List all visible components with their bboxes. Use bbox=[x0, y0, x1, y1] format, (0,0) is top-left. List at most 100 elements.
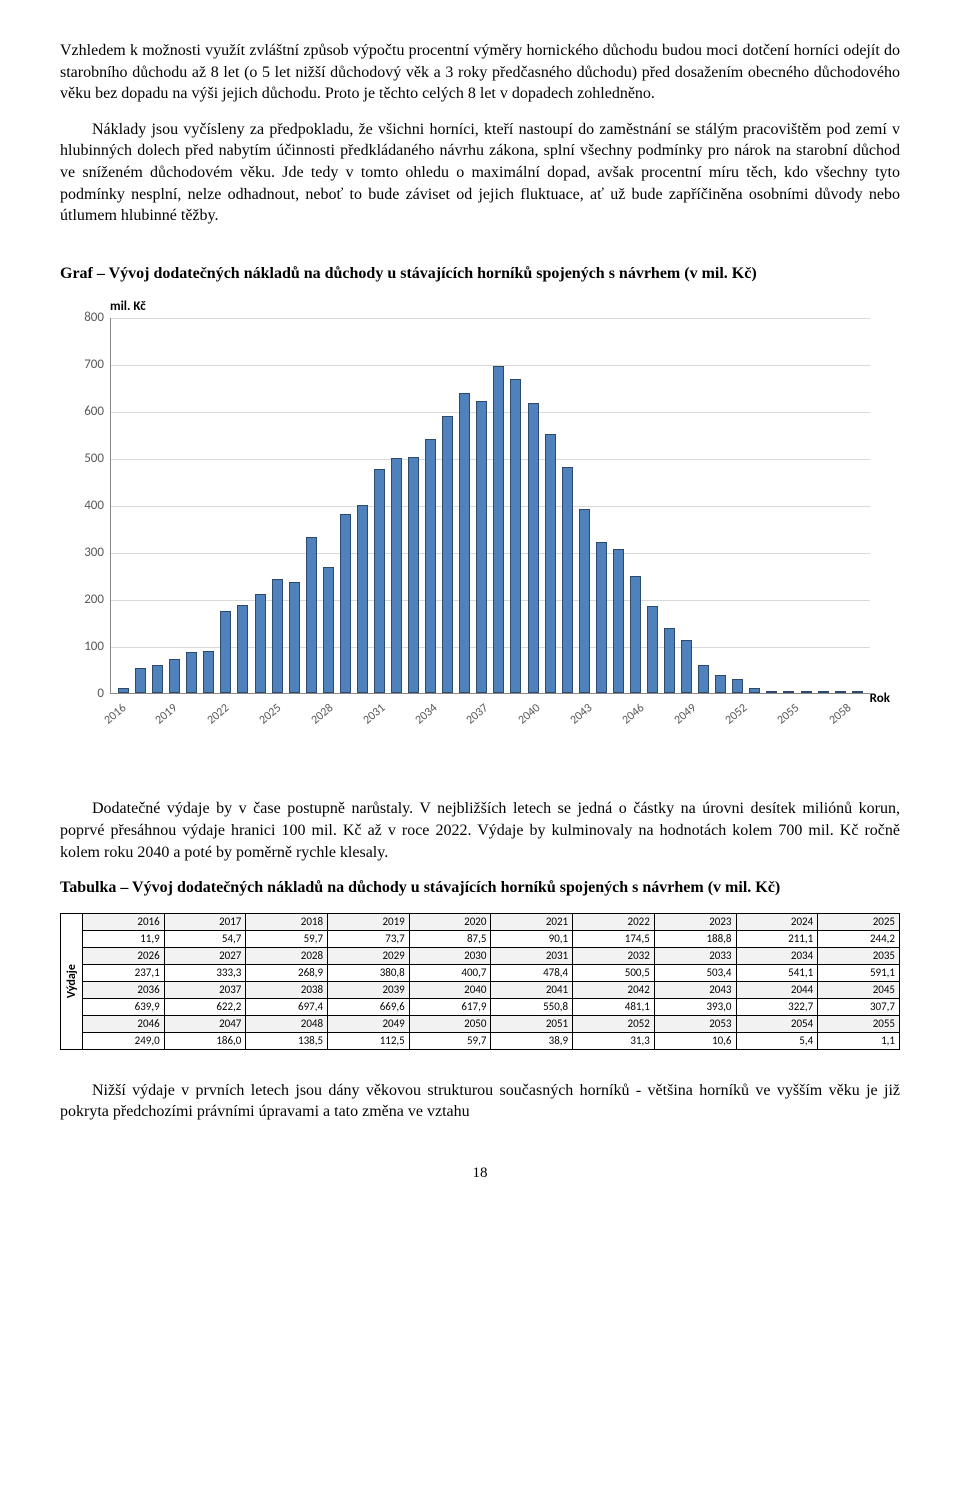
table-cell: 138,5 bbox=[246, 1032, 328, 1049]
chart-bar bbox=[596, 542, 607, 694]
table-cell: 2040 bbox=[409, 981, 491, 998]
chart-bar bbox=[272, 579, 283, 694]
table-cell: 697,4 bbox=[246, 998, 328, 1015]
table-cell: 112,5 bbox=[328, 1032, 410, 1049]
chart-x-tick: 2049 bbox=[671, 701, 700, 729]
chart-bar bbox=[818, 691, 829, 693]
table-cell: 2030 bbox=[409, 947, 491, 964]
chart-y-tick: 600 bbox=[60, 404, 104, 422]
chart-x-tick: 2043 bbox=[567, 701, 596, 729]
table-cell: 2046 bbox=[83, 1015, 165, 1032]
chart-bar bbox=[647, 606, 658, 693]
table-cell: 380,8 bbox=[328, 964, 410, 981]
table-cell: 2018 bbox=[246, 913, 328, 930]
chart-bar bbox=[664, 628, 675, 693]
chart-bar bbox=[852, 691, 863, 693]
table-cell: 503,4 bbox=[654, 964, 736, 981]
chart-bar bbox=[408, 457, 419, 694]
table-cell: 2048 bbox=[246, 1015, 328, 1032]
table-cell: 2017 bbox=[164, 913, 246, 930]
chart-x-tick: 2037 bbox=[463, 701, 492, 729]
table-side-label: Výdaje bbox=[60, 913, 82, 1050]
table-row: 2016201720182019202020212022202320242025 bbox=[83, 913, 900, 930]
table-cell: 2019 bbox=[328, 913, 410, 930]
table-cell: 73,7 bbox=[328, 930, 410, 947]
table-cell: 550,8 bbox=[491, 998, 573, 1015]
table-cell: 400,7 bbox=[409, 964, 491, 981]
table-cell: 2023 bbox=[654, 913, 736, 930]
table-cell: 2042 bbox=[573, 981, 655, 998]
chart-plot-area bbox=[110, 318, 870, 694]
table-cell: 59,7 bbox=[409, 1032, 491, 1049]
table-cell: 2033 bbox=[654, 947, 736, 964]
table-cell: 2036 bbox=[83, 981, 165, 998]
table-cell: 481,1 bbox=[573, 998, 655, 1015]
chart-x-axis-title: Rok bbox=[870, 690, 890, 708]
table-cell: 2037 bbox=[164, 981, 246, 998]
chart-bar bbox=[374, 469, 385, 694]
table-cell: 617,9 bbox=[409, 998, 491, 1015]
table-cell: 393,0 bbox=[654, 998, 736, 1015]
table-cell: 237,1 bbox=[83, 964, 165, 981]
chart-bar bbox=[528, 403, 539, 693]
table-cell: 11,9 bbox=[83, 930, 165, 947]
chart-bar bbox=[118, 688, 129, 694]
page-number: 18 bbox=[60, 1163, 900, 1183]
table-row: 2026202720282029203020312032203320342035 bbox=[83, 947, 900, 964]
chart-bar bbox=[562, 467, 573, 693]
table-cell: 2052 bbox=[573, 1015, 655, 1032]
table-cell: 2022 bbox=[573, 913, 655, 930]
chart-bar bbox=[152, 665, 163, 693]
chart-x-tick: 2019 bbox=[152, 701, 181, 729]
table-cell: 2021 bbox=[491, 913, 573, 930]
table-cell: 5,4 bbox=[736, 1032, 818, 1049]
table-cell: 2032 bbox=[573, 947, 655, 964]
chart-bar bbox=[306, 537, 317, 694]
chart-bar bbox=[203, 651, 214, 693]
table-cell: 31,3 bbox=[573, 1032, 655, 1049]
table-cell: 2049 bbox=[328, 1015, 410, 1032]
table-cell: 2034 bbox=[736, 947, 818, 964]
chart-bar bbox=[835, 691, 846, 693]
table-cell: 2050 bbox=[409, 1015, 491, 1032]
table-cell: 2054 bbox=[736, 1015, 818, 1032]
table-cell: 2053 bbox=[654, 1015, 736, 1032]
table-cell: 211,1 bbox=[736, 930, 818, 947]
chart-bar bbox=[630, 576, 641, 693]
table-cell: 59,7 bbox=[246, 930, 328, 947]
chart-bar bbox=[186, 652, 197, 693]
table-cell: 2035 bbox=[818, 947, 900, 964]
chart-y-tick: 700 bbox=[60, 357, 104, 375]
paragraph-3: Dodatečné výdaje by v čase postupně narů… bbox=[60, 798, 900, 863]
chart-x-tick: 2052 bbox=[722, 701, 751, 729]
chart-bar bbox=[340, 514, 351, 693]
table-cell: 669,6 bbox=[328, 998, 410, 1015]
table-row: 237,1333,3268,9380,8400,7478,4500,5503,4… bbox=[83, 964, 900, 981]
table-cell: 591,1 bbox=[818, 964, 900, 981]
chart-x-tick: 2016 bbox=[101, 701, 130, 729]
chart-bar bbox=[749, 688, 760, 693]
table-cell: 87,5 bbox=[409, 930, 491, 947]
table-cell: 541,1 bbox=[736, 964, 818, 981]
chart-x-tick: 2046 bbox=[619, 701, 648, 729]
table-cell: 10,6 bbox=[654, 1032, 736, 1049]
paragraph-2: Náklady jsou vyčísleny za předpokladu, ž… bbox=[60, 119, 900, 227]
chart-x-tick: 2058 bbox=[826, 701, 855, 729]
chart-bars bbox=[111, 318, 870, 693]
chart-bar bbox=[613, 549, 624, 694]
table-cell: 2043 bbox=[654, 981, 736, 998]
table-cell: 2055 bbox=[818, 1015, 900, 1032]
table-cell: 2031 bbox=[491, 947, 573, 964]
chart-bar bbox=[237, 605, 248, 694]
chart-bar bbox=[459, 393, 470, 694]
table-cell: 2025 bbox=[818, 913, 900, 930]
table-cell: 2020 bbox=[409, 913, 491, 930]
table-cell: 478,4 bbox=[491, 964, 573, 981]
table-cell: 186,0 bbox=[164, 1032, 246, 1049]
table-cell: 2045 bbox=[818, 981, 900, 998]
table-cell: 2027 bbox=[164, 947, 246, 964]
chart-y-tick: 0 bbox=[60, 686, 104, 704]
chart-bar bbox=[783, 691, 794, 693]
chart-x-ticks: 2016201920222025202820312034203720402043… bbox=[110, 698, 870, 748]
chart-bar bbox=[681, 640, 692, 693]
